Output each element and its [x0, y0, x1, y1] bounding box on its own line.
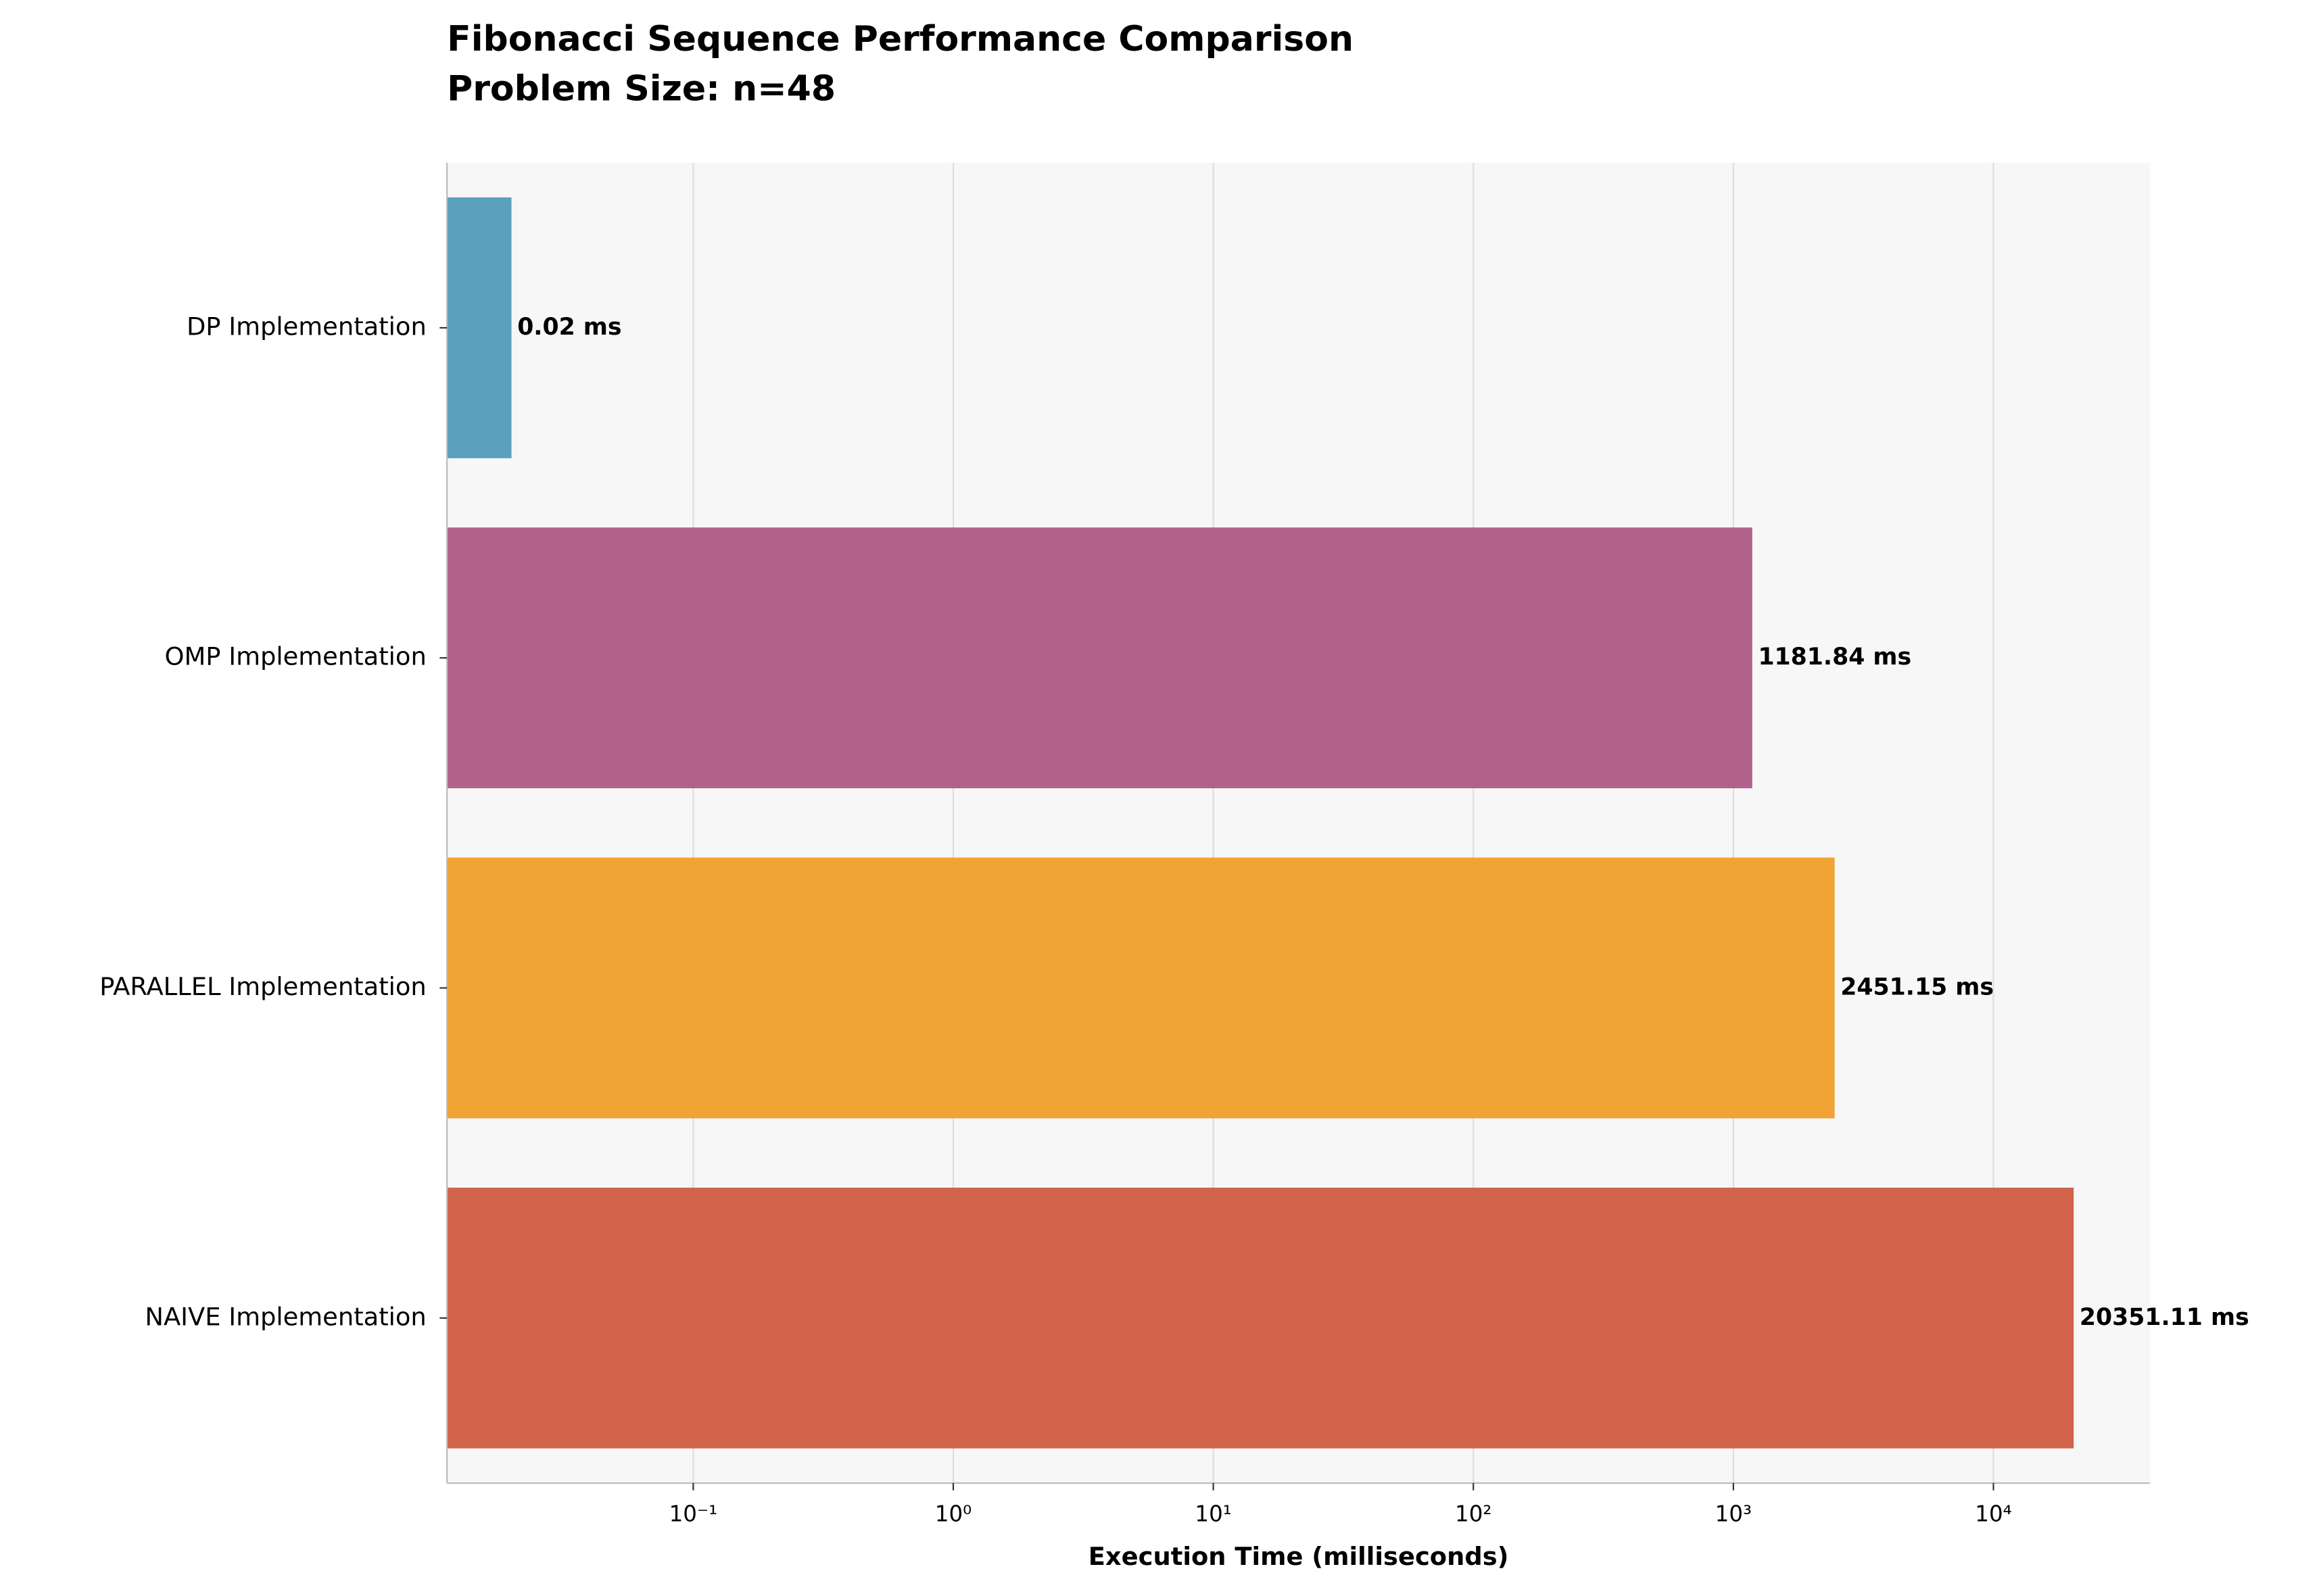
value-label: 2451.15 ms — [1840, 973, 1994, 1000]
x-tick-label: 10³ — [1715, 1501, 1752, 1527]
bar — [447, 857, 1835, 1119]
y-tick-label: DP Implementation — [187, 312, 427, 341]
bars — [447, 197, 2074, 1449]
x-tick-label: 10¹ — [1195, 1501, 1231, 1527]
y-tick-label: PARALLEL Implementation — [99, 972, 427, 1001]
y-tick-label: NAIVE Implementation — [145, 1302, 426, 1331]
x-tick-label: 10⁰ — [935, 1501, 972, 1527]
value-label: 1181.84 ms — [1758, 644, 1911, 671]
bar — [447, 1187, 2074, 1449]
x-axis-label: Execution Time (milliseconds) — [1088, 1542, 1509, 1571]
chart-subtitle: Problem Size: n=48 — [447, 69, 836, 110]
x-tick-label: 10² — [1455, 1501, 1491, 1527]
chart-title: Fibonacci Sequence Performance Compariso… — [447, 19, 1354, 59]
y-tick-label: OMP Implementation — [165, 642, 427, 671]
x-tick-label: 10⁴ — [1975, 1501, 2011, 1527]
value-label: 0.02 ms — [517, 314, 621, 341]
bar — [447, 527, 1752, 789]
x-tick-label: 10⁻¹ — [669, 1501, 718, 1527]
value-label: 20351.11 ms — [2080, 1304, 2249, 1331]
bar — [447, 197, 512, 458]
